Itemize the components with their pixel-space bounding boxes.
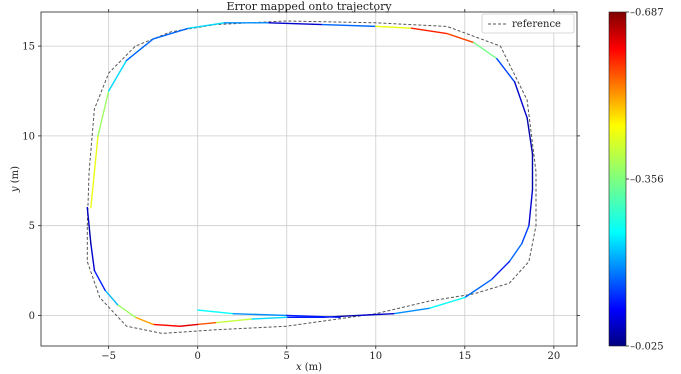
series-trajectory-inner-segment (286, 314, 341, 318)
series-trajectory-segment (134, 316, 154, 326)
series-trajectory-segment (179, 323, 199, 327)
series-trajectory-segment (410, 27, 448, 35)
series-trajectory-segment (490, 260, 511, 281)
y-tick-label: 10 (22, 131, 35, 142)
ticks: −5 0 5 10 15 20 0 5 10 15 (22, 9, 580, 362)
series-trajectory-segment (88, 224, 92, 245)
series-trajectory-segment (528, 189, 534, 227)
series-trajectory-segment (93, 269, 106, 292)
series-trajectory-segment (375, 25, 413, 29)
series-trajectory-segment (197, 321, 217, 326)
series-trajectory-segment (446, 32, 475, 44)
series-trajectory-segment (521, 224, 530, 245)
colorbar-tick-label: –0.687 (630, 8, 664, 19)
series-reference-line (86, 20, 537, 334)
colorbar-tick-label: –0.356 (630, 175, 664, 186)
series-trajectory-segment (321, 23, 377, 28)
y-axis-label: y (m) (10, 166, 21, 193)
series-trajectory-segment (90, 135, 99, 209)
series-trajectory-segment (188, 22, 226, 29)
series-trajectory-segment (250, 316, 288, 320)
grid (41, 12, 577, 346)
x-axis-label: x (m) (296, 362, 322, 373)
series-trajectory-segment (152, 27, 190, 40)
legend-box (481, 13, 575, 34)
series-trajectory-segment (107, 59, 128, 92)
series-trajectory-segment (357, 312, 395, 317)
series-trajectory-segment (268, 22, 324, 26)
y-tick-label: 15 (22, 42, 35, 53)
series-trajectory-segment (152, 323, 181, 327)
y-axis-unit: (m) (10, 166, 21, 187)
series-trajectory-segment (214, 318, 252, 324)
x-axis-var: x (296, 362, 302, 373)
y-tick-label: 0 (29, 311, 35, 322)
colorbar-gradient (608, 11, 627, 347)
colorbar: –0.687 –0.356 –0.025 (608, 8, 664, 353)
series-trajectory-segment (508, 242, 523, 263)
series-trajectory-segment (473, 41, 498, 60)
series-trajectory-inner-segment (197, 309, 235, 315)
chart-title: Error mapped onto trajectory (226, 0, 392, 13)
y-axis-var: y (10, 186, 21, 193)
x-tick-label: 20 (547, 351, 560, 362)
x-tick-label: 10 (369, 351, 382, 362)
y-tick-label: 5 (29, 221, 35, 232)
x-tick-label: 15 (458, 351, 471, 362)
x-tick-label: 5 (284, 351, 290, 362)
colorbar-tick-label: –0.025 (630, 342, 664, 353)
series-trajectory-segment (125, 38, 154, 62)
legend: reference (481, 13, 575, 34)
series-trajectory-segment (86, 207, 90, 227)
series-trajectory-segment (116, 303, 137, 318)
colorbar-ticks: –0.687 –0.356 –0.025 (626, 8, 664, 353)
series-trajectory-segment (513, 81, 528, 119)
series-trajectory-segment (392, 307, 430, 315)
series-trajectory-segment (464, 278, 493, 299)
x-tick-label: 0 (195, 351, 201, 362)
plot-frame (40, 11, 578, 347)
series-trajectory-segment (90, 242, 96, 272)
legend-label-reference: reference (512, 19, 561, 30)
x-axis-unit: (m) (302, 362, 323, 373)
series-layer (86, 20, 537, 334)
series-trajectory-segment (97, 90, 110, 137)
series-trajectory-segment (428, 296, 466, 309)
series-trajectory-inner-segment (232, 312, 288, 317)
x-tick-label: −5 (101, 351, 116, 362)
series-trajectory-segment (526, 117, 534, 155)
series-trajectory-segment (104, 289, 119, 306)
series-trajectory-segment (496, 57, 516, 83)
